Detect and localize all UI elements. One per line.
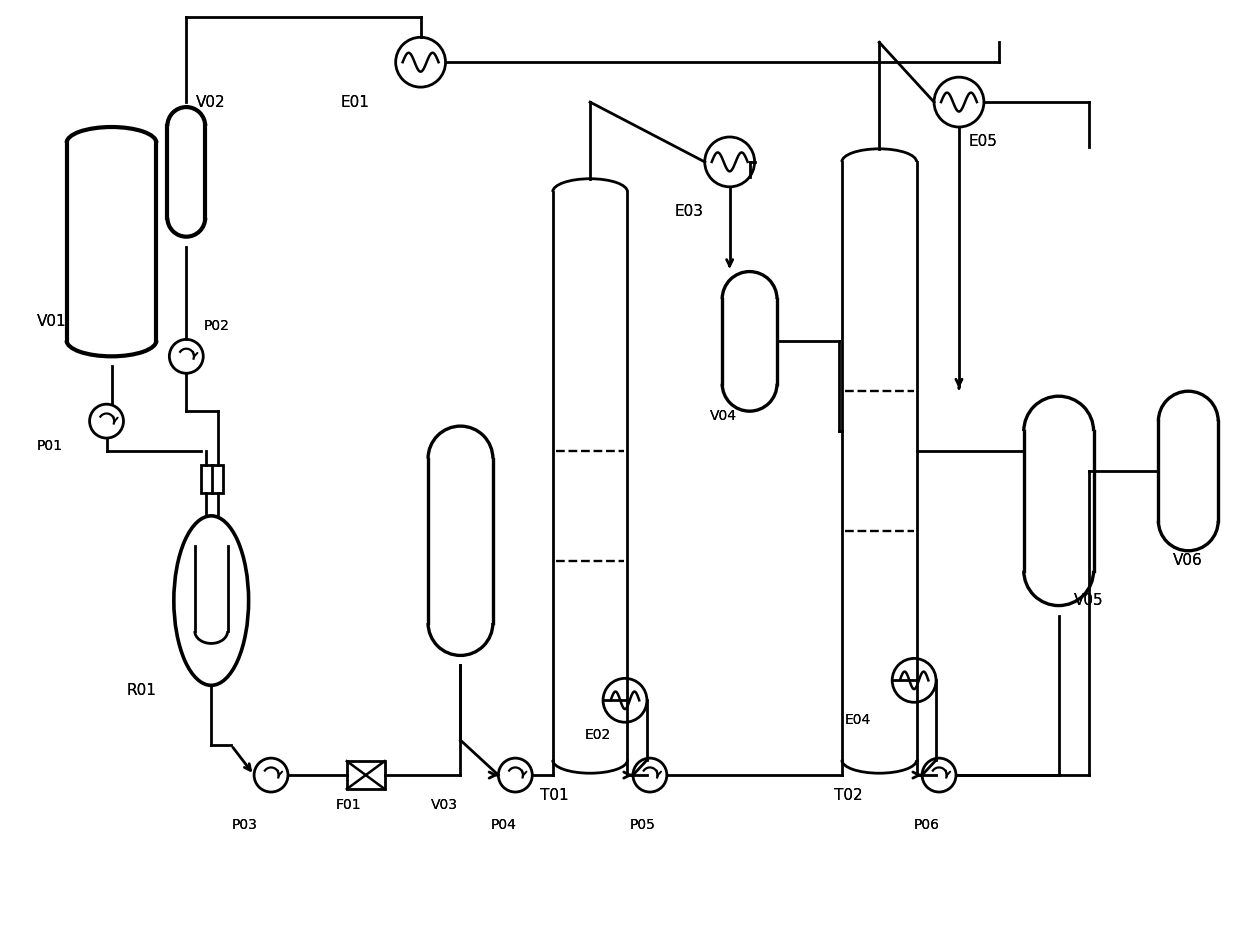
Text: P02: P02 — [203, 319, 229, 333]
Text: F01: F01 — [336, 798, 362, 812]
Text: V04: V04 — [709, 409, 737, 424]
Text: P01: P01 — [37, 439, 63, 453]
Text: E01: E01 — [341, 95, 370, 110]
Text: E05: E05 — [968, 134, 998, 150]
Text: V03: V03 — [430, 798, 458, 812]
Text: P01: P01 — [37, 439, 63, 453]
Text: E01: E01 — [341, 95, 370, 110]
Text: V02: V02 — [196, 95, 226, 110]
Text: T01: T01 — [541, 788, 569, 803]
Bar — [201, 465, 223, 492]
Bar — [347, 762, 384, 789]
Text: V02: V02 — [196, 95, 226, 110]
Text: T01: T01 — [541, 788, 569, 803]
Text: V04: V04 — [709, 409, 737, 424]
Text: V05: V05 — [1074, 593, 1104, 608]
Text: P03: P03 — [231, 818, 257, 832]
Text: V03: V03 — [430, 798, 458, 812]
Text: E03: E03 — [675, 204, 704, 220]
Text: P06: P06 — [914, 818, 940, 832]
Text: P03: P03 — [231, 818, 257, 832]
Text: E02: E02 — [585, 728, 611, 742]
Text: V01: V01 — [37, 314, 67, 329]
Text: V01: V01 — [37, 314, 67, 329]
Text: E04: E04 — [844, 713, 870, 727]
Text: R01: R01 — [126, 682, 156, 698]
Text: F01: F01 — [336, 798, 362, 812]
Text: P05: P05 — [630, 818, 656, 832]
Text: P02: P02 — [203, 319, 229, 333]
Text: V06: V06 — [1173, 553, 1203, 568]
Text: P04: P04 — [490, 818, 516, 832]
Text: V05: V05 — [1074, 593, 1104, 608]
Text: V06: V06 — [1173, 553, 1203, 568]
Text: E02: E02 — [585, 728, 611, 742]
Text: P05: P05 — [630, 818, 656, 832]
Text: E03: E03 — [675, 204, 704, 220]
Text: P06: P06 — [914, 818, 940, 832]
Text: E04: E04 — [844, 713, 870, 727]
Text: T02: T02 — [835, 788, 863, 803]
Text: E05: E05 — [968, 134, 998, 150]
Text: T02: T02 — [835, 788, 863, 803]
Text: R01: R01 — [126, 682, 156, 698]
Text: P04: P04 — [490, 818, 516, 832]
